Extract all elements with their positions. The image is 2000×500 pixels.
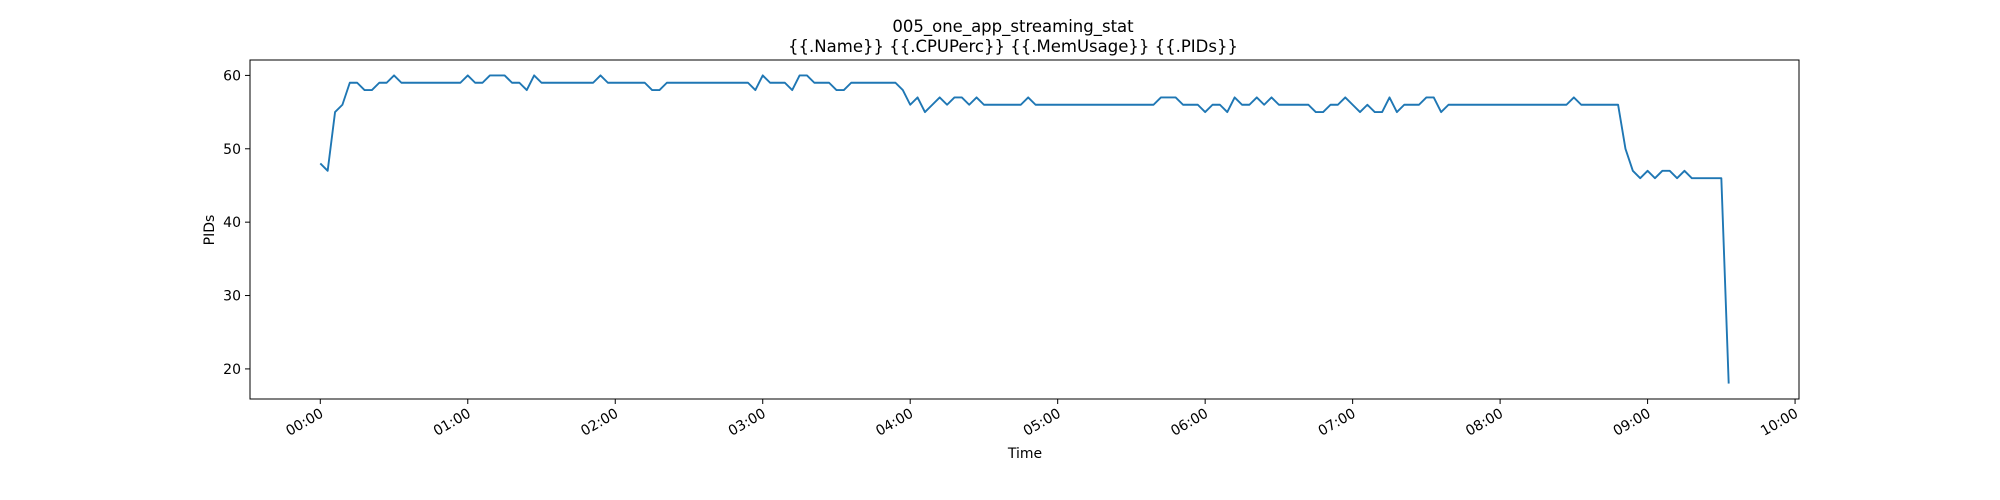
x-tick-label: 01:00 — [431, 406, 474, 440]
x-axis-label: Time — [1007, 446, 1042, 462]
x-tick-label: 00:00 — [283, 406, 326, 440]
x-tick-label: 07:00 — [1316, 406, 1359, 440]
x-tick-label: 10:00 — [1758, 406, 1801, 440]
x-tick-label: 05:00 — [1021, 406, 1064, 440]
x-tick-label: 09:00 — [1611, 406, 1654, 440]
x-tick-label: 03:00 — [726, 406, 769, 440]
y-axis-label: PIDs — [202, 215, 218, 246]
y-tick-label: 30 — [223, 289, 241, 305]
y-tick-label: 40 — [223, 215, 241, 231]
x-tick-label: 06:00 — [1168, 406, 1211, 440]
chart-title: 005_one_app_streaming_stat {{.Name}} {{.… — [788, 17, 1238, 56]
y-tick-label: 50 — [223, 142, 241, 158]
x-tick-label: 04:00 — [873, 406, 916, 440]
plot-frame — [249, 59, 1800, 400]
x-tick-label: 08:00 — [1463, 406, 1506, 440]
data-line — [319, 74, 1730, 384]
y-tick-label: 60 — [223, 68, 241, 84]
x-tick-label: 02:00 — [578, 406, 621, 440]
y-tick-label: 20 — [223, 362, 241, 378]
